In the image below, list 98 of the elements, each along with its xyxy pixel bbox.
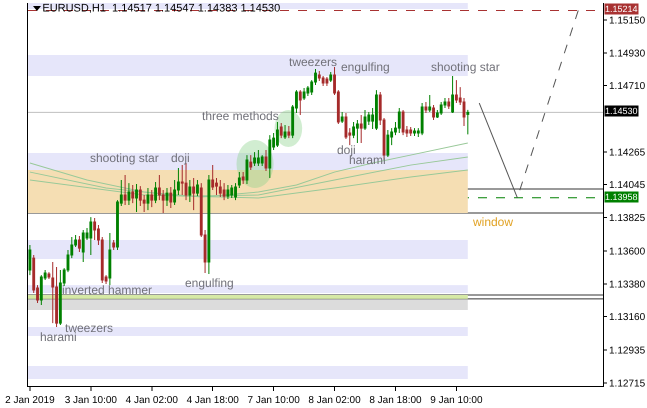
annotation: doji	[171, 151, 190, 165]
candlestick	[89, 216, 92, 256]
annotation: shooting star	[431, 60, 500, 74]
candlestick	[256, 150, 260, 166]
x-tick-label: 7 Jan 10:00	[247, 395, 300, 406]
candlestick	[374, 90, 378, 131]
candlestick	[58, 270, 62, 326]
x-tick-label: 4 Jan 02:00	[126, 395, 178, 406]
candlestick	[218, 179, 222, 198]
candlestick	[276, 121, 279, 148]
candlestick	[249, 154, 252, 170]
candlestick	[253, 152, 256, 166]
annotation: doji	[337, 143, 356, 157]
annotation: inverted hammer	[62, 283, 152, 297]
candlestick	[234, 182, 237, 201]
candlestick	[386, 130, 390, 158]
y-tick-label: 1.14045	[609, 180, 646, 192]
ref-line-label: 1.13958	[605, 192, 638, 202]
candlestick	[169, 186, 172, 208]
annotation: engulfing	[341, 60, 390, 74]
y-tick-label: 1.12935	[609, 346, 646, 357]
y-tick-label: 1.14265	[609, 147, 646, 158]
candlestick	[196, 179, 199, 197]
x-tick-label: 4 Jan 18:00	[186, 395, 240, 406]
candlestick	[364, 110, 366, 131]
candlestick	[284, 124, 286, 140]
chart-title: EURUSD,H1 1.14517 1.14547 1.14383 1.14530	[42, 2, 280, 14]
y-tick-label: 1.15150	[609, 16, 646, 26]
candlestick	[402, 110, 405, 136]
x-tick-label: 3 Jan 10:00	[64, 395, 118, 406]
y-tick-label: 1.14930	[609, 48, 646, 60]
candlestick	[428, 94, 432, 112]
candlestick	[466, 109, 470, 135]
candlestick	[340, 111, 344, 124]
candlestick	[302, 87, 306, 101]
candlestick	[242, 172, 245, 184]
y-tick-label: 1.14710	[609, 81, 646, 92]
candlestick	[28, 244, 32, 276]
candlestick	[238, 172, 241, 189]
candlestick	[280, 122, 283, 139]
y-tick-label: 1.13825	[609, 213, 646, 224]
x-tick-label: 8 Jan 02:00	[308, 395, 362, 406]
candlestick	[82, 230, 85, 262]
candlestick	[51, 261, 54, 324]
candlestick	[440, 101, 443, 116]
candlestick	[230, 184, 234, 198]
candlestick	[207, 174, 210, 275]
candlestick	[268, 134, 272, 179]
candlestick	[264, 150, 268, 172]
ref-line-label: 1.14530	[605, 106, 638, 116]
candlestick	[432, 104, 435, 121]
candlestick	[226, 184, 230, 200]
x-tick-label: 9 Jan 10:00	[430, 395, 483, 406]
candlestick	[135, 183, 138, 213]
candlestick	[78, 236, 81, 252]
candlestick	[180, 164, 184, 196]
candlestick	[48, 272, 50, 280]
candlestick	[454, 80, 458, 104]
candlestick	[409, 126, 412, 136]
candlestick	[356, 120, 359, 144]
y-tick-label: 1.13380	[609, 279, 646, 290]
candlestick	[154, 182, 157, 204]
candlestick	[413, 128, 416, 136]
candlestick	[287, 126, 290, 139]
candlestick	[360, 114, 363, 144]
y-tick-label: 1.13600	[609, 246, 646, 258]
candlestick	[451, 76, 454, 114]
x-tick-label: 2 Jan 2019	[5, 395, 56, 406]
candlestick	[146, 188, 150, 211]
candlestick	[192, 178, 196, 211]
candlestick	[124, 174, 127, 206]
candlestick	[298, 90, 302, 116]
candlestick	[424, 101, 428, 114]
candlestick	[188, 179, 192, 203]
y-tick-label: 1.13160	[609, 312, 646, 324]
candlestick	[127, 182, 130, 206]
candlestick	[108, 232, 112, 286]
candlestick	[166, 188, 168, 207]
annotation: shooting star	[90, 151, 159, 165]
candlestick	[420, 102, 424, 136]
candlestick	[222, 182, 226, 201]
candlestick	[112, 240, 116, 251]
annotation: engulfing	[185, 276, 234, 290]
annotation: three methods	[202, 109, 279, 123]
candlestick	[131, 184, 134, 204]
candlestick	[325, 76, 328, 87]
band-label: window	[472, 215, 514, 229]
annotation: tweezers	[289, 55, 338, 69]
candlestick	[246, 154, 248, 184]
candlestick	[329, 72, 332, 83]
candlestick	[150, 189, 154, 208]
ref-line-label: 1.15214	[605, 4, 638, 14]
x-tick-label: 8 Jan 18:00	[369, 395, 422, 406]
candlestick	[352, 121, 356, 139]
candlestick	[447, 97, 450, 110]
candlestick	[398, 107, 401, 134]
candlestick	[93, 217, 96, 241]
y-tick-label: 1.12715	[609, 378, 646, 390]
